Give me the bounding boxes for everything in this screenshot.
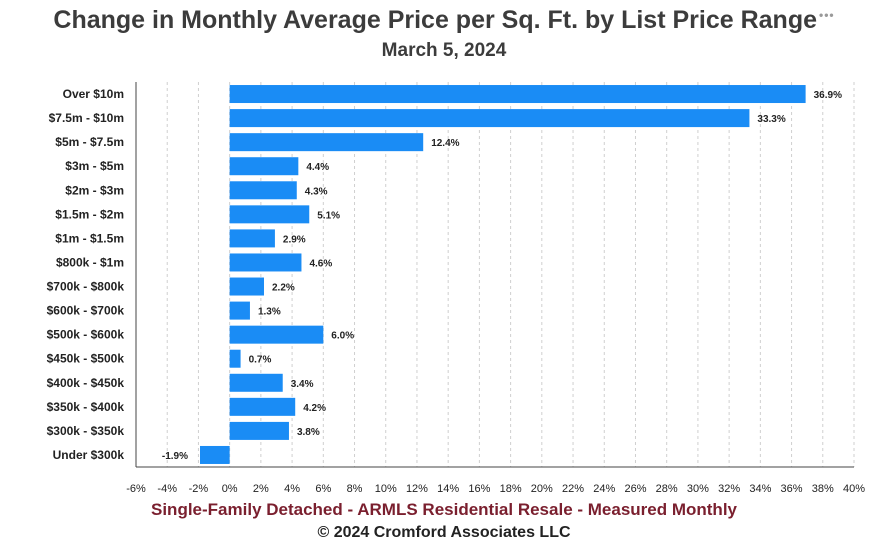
category-label: $2m - $3m — [65, 183, 124, 197]
data-label: 12.4% — [431, 138, 459, 149]
bar — [229, 133, 424, 152]
bars — [199, 85, 806, 464]
data-labels: 36.9% 33.3% 12.4% 4.4% 4.3% 5.1% 2.9% 4.6% 2.2% 1… — [162, 90, 842, 462]
source-note: Single-Family Detached - ARMLS Residenti… — [151, 500, 737, 519]
category-label: $1.5m - $2m — [55, 207, 124, 221]
more-options-icon[interactable]: ••• — [819, 7, 835, 22]
bar — [199, 445, 230, 464]
data-label: 4.3% — [305, 186, 328, 197]
bar — [229, 205, 310, 224]
x-tick-label: -6% — [126, 483, 146, 495]
category-label: $450k - $500k — [47, 352, 125, 366]
x-tick-label: 6% — [315, 483, 331, 495]
data-label: 5.1% — [317, 210, 340, 221]
category-label: Over $10m — [63, 87, 124, 101]
category-label: $800k - $1m — [56, 255, 124, 269]
x-tick-label: 14% — [437, 483, 459, 495]
tick-labels: -6% -4% -2% 0% 2% 4% 6% 8% 10% 12% 14% 16% 18% 20% 22%… — [126, 483, 865, 495]
category-label: $350k - $400k — [47, 400, 125, 414]
category-label: $600k - $700k — [47, 304, 125, 318]
bar — [229, 181, 297, 200]
copyright-note: © 2024 Cromford Associates LLC — [317, 524, 571, 541]
x-tick-label: 30% — [687, 483, 709, 495]
bar — [229, 301, 250, 320]
category-label: $5m - $7.5m — [55, 135, 124, 149]
x-tick-label: 2% — [253, 483, 269, 495]
bar — [229, 277, 264, 296]
category-label: Under $300k — [53, 448, 125, 462]
axes — [135, 82, 854, 468]
category-label: $7.5m - $10m — [49, 111, 124, 125]
x-tick-label: 0% — [222, 483, 238, 495]
category-label: $500k - $600k — [47, 328, 125, 342]
x-tick-label: 40% — [843, 483, 865, 495]
x-tick-label: 38% — [812, 483, 834, 495]
x-tick-label: 16% — [468, 483, 490, 495]
grid-lines — [166, 82, 855, 467]
x-tick-label: 4% — [284, 483, 300, 495]
category-label: $3m - $5m — [65, 159, 124, 173]
data-label: 4.2% — [303, 403, 326, 414]
x-tick-label: 22% — [562, 483, 584, 495]
data-label: 0.7% — [249, 355, 272, 366]
x-tick-label: 10% — [375, 483, 397, 495]
category-label: $300k - $350k — [47, 424, 125, 438]
chart-title: Change in Monthly Average Price per Sq. … — [0, 6, 888, 35]
bar — [229, 325, 324, 344]
x-tick-label: 36% — [781, 483, 803, 495]
category-labels: Over $10m $7.5m - $10m $5m - $7.5m $3m - $5… — [47, 87, 125, 462]
bar — [229, 397, 296, 416]
data-label: 2.9% — [283, 234, 306, 245]
x-tick-label: 24% — [593, 483, 615, 495]
data-label: 1.3% — [258, 307, 281, 318]
x-tick-label: 18% — [500, 483, 522, 495]
data-label: 3.8% — [297, 427, 320, 438]
data-label: 3.4% — [291, 379, 314, 390]
bar — [229, 253, 302, 272]
category-label: $400k - $450k — [47, 376, 125, 390]
data-label: -1.9% — [162, 451, 188, 462]
x-tick-label: 12% — [406, 483, 428, 495]
data-label: 33.3% — [757, 114, 785, 125]
x-tick-label: 26% — [624, 483, 646, 495]
x-tick-label: 20% — [531, 483, 553, 495]
category-label: $1m - $1.5m — [55, 231, 124, 245]
bar — [229, 85, 806, 104]
data-label: 6.0% — [331, 331, 354, 342]
category-label: $700k - $800k — [47, 280, 125, 294]
chart-title-text: Change in Monthly Average Price per Sq. … — [53, 6, 817, 34]
x-tick-label: 8% — [347, 483, 363, 495]
x-tick-label: 34% — [749, 483, 771, 495]
x-tick-label: 28% — [656, 483, 678, 495]
bar — [229, 421, 289, 440]
data-label: 2.2% — [272, 283, 295, 294]
x-tick-label: -2% — [189, 483, 209, 495]
data-label: 4.4% — [306, 162, 329, 173]
bar — [229, 373, 283, 392]
bar — [229, 229, 275, 248]
x-tick-label: -4% — [157, 483, 177, 495]
bar — [229, 157, 299, 176]
x-tick-label: 32% — [718, 483, 740, 495]
bar — [229, 349, 241, 368]
data-label: 36.9% — [814, 90, 842, 101]
bar — [229, 109, 750, 128]
chart-subtitle: March 5, 2024 — [381, 40, 507, 61]
data-label: 4.6% — [309, 258, 332, 269]
